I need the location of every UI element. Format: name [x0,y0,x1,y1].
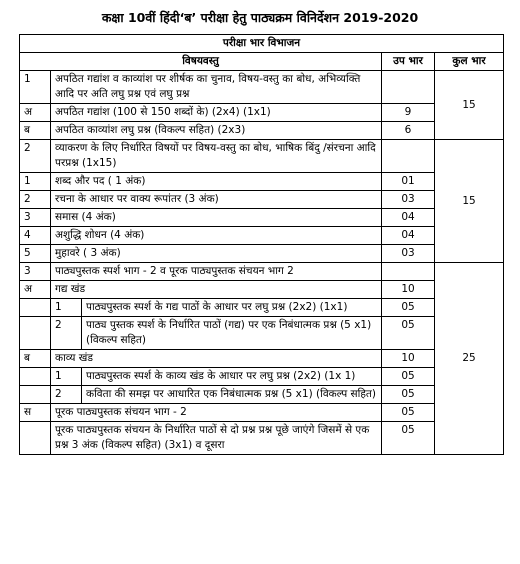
sub-marks-cell [381,262,435,281]
total-marks-cell: 15 [433,70,505,140]
row-label: 4 [19,226,51,245]
row-text: रचना के आधार पर वाक्य रूपांतर (3 अंक) [50,190,382,209]
row-text: अपठित गद्यांश (100 से 150 शब्दों के) (2x… [50,103,382,122]
table-row: ब अपठित काव्यांश लघु प्रश्न (विकल्प सहित… [19,121,504,140]
syllabus-table: परीक्षा भार विभाजन विषयवस्तु उप भार कुल … [18,34,505,455]
sub-marks-cell: 03 [381,244,435,263]
row-label: 1 [50,367,82,386]
column-header-row: विषयवस्तु उप भार कुल भार [19,52,505,71]
table-row: 5 मुहावरे ( 3 अंक) 03 [19,244,504,263]
topic-header: विषयवस्तु [19,52,382,71]
total-marks-header: कुल भार [433,52,505,71]
section-number: 2 [19,139,51,173]
row-text: मुहावरे ( 3 अंक) [50,244,382,263]
row-text: कविता की समझ पर आधारित एक निबंधात्मक प्र… [81,385,382,404]
empty-cell [19,367,51,386]
row-text: पाठ्यपुस्तक स्पर्श के काव्य खंड के आधार … [81,367,382,386]
sub-marks-cell: 01 [381,172,435,191]
section-number: 1 [19,70,51,104]
section-header: परीक्षा भार विभाजन [18,34,505,53]
section-description: पाठ्यपुस्तक स्पर्श भाग - 2 व पूरक पाठ्यप… [50,262,382,281]
row-label: ब [19,349,51,368]
sub-marks-cell: 03 [381,190,435,209]
total-marks-cell: 25 [433,262,505,455]
row-text: पाठ्य पुस्तक स्पर्श के निर्धारित पाठों (… [81,316,382,350]
table-row: ब काव्य खंड 10 [19,349,504,368]
sub-marks-cell: 05 [381,316,435,350]
row-text: पाठ्यपुस्तक स्पर्श के गद्य पाठों के आधार… [81,298,382,317]
row-text: शब्द और पद ( 1 अंक) [50,172,382,191]
table-row: 2 कविता की समझ पर आधारित एक निबंधात्मक प… [19,385,504,404]
row-label: स [19,403,51,422]
sub-marks-cell: 05 [381,367,435,386]
sub-marks-cell: 10 [381,349,435,368]
row-label: 2 [50,385,82,404]
row-label: ब [19,121,51,140]
empty-cell [19,298,51,317]
sub-marks-cell: 04 [381,208,435,227]
group-title: पूरक पाठ्यपुस्तक संचयन भाग - 2 [50,403,382,422]
sub-marks-cell [381,70,435,104]
row-label: 3 [19,208,51,227]
row-label: 1 [19,172,51,191]
table-row: 3 पाठ्यपुस्तक स्पर्श भाग - 2 व पूरक पाठ्… [19,262,505,455]
table-row: 1 पाठ्यपुस्तक स्पर्श के काव्य खंड के आधा… [19,367,504,386]
row-label: 1 [50,298,82,317]
row-label: 2 [19,190,51,209]
sub-marks-cell: 05 [381,403,435,422]
sub-marks-cell: 6 [381,121,435,140]
sub-marks-cell: 05 [381,298,435,317]
total-marks-cell: 15 [433,139,505,263]
table-row: 3 समास (4 अंक) 04 [19,208,504,227]
table-row: 4 अशुद्धि शोधन (4 अंक) 04 [19,226,504,245]
sub-marks-header: उप भार [381,52,435,71]
section-number: 3 [19,262,51,281]
sub-marks-cell: 04 [381,226,435,245]
sub-marks-cell: 05 [381,421,435,455]
table-row: 1 पाठ्यपुस्तक स्पर्श के गद्य पाठों के आध… [19,298,504,317]
empty-cell [19,385,51,404]
section-description: व्याकरण के लिए निर्धारित विषयों पर विषय-… [50,139,382,173]
table-row: 1 शब्द और पद ( 1 अंक) 01 [19,172,504,191]
group-title: गद्य खंड [50,280,382,299]
group-title: काव्य खंड [50,349,382,368]
sub-marks-cell: 10 [381,280,435,299]
table-row: 2 पाठ्य पुस्तक स्पर्श के निर्धारित पाठों… [19,316,504,350]
sub-marks-cell: 05 [381,385,435,404]
row-text: समास (4 अंक) [50,208,382,227]
table-row: पूरक पाठ्यपुस्तक संचयन के निर्धारित पाठो… [19,421,504,455]
row-text: पूरक पाठ्यपुस्तक संचयन के निर्धारित पाठो… [50,421,382,455]
sub-marks-cell: 9 [381,103,435,122]
empty-cell [19,316,51,350]
row-label: अ [19,103,51,122]
row-label: 5 [19,244,51,263]
table-row: 1 अपठित गद्यांश व काव्यांश पर शीर्षक का … [19,70,505,140]
section-description: अपठित गद्यांश व काव्यांश पर शीर्षक का चु… [50,70,382,104]
row-label: 2 [50,316,82,350]
table-row: 2 रचना के आधार पर वाक्य रूपांतर (3 अंक) … [19,190,504,209]
row-text: अपठित काव्यांश लघु प्रश्न (विकल्प सहित) … [50,121,382,140]
sub-marks-cell [381,139,435,173]
page-title: कक्षा 10वीं हिंदी‘ब’ परीक्षा हेतु पाठ्यक… [101,10,419,25]
table-row: स पूरक पाठ्यपुस्तक संचयन भाग - 2 05 [19,403,504,422]
table-row: अ अपठित गद्यांश (100 से 150 शब्दों के) (… [19,103,504,122]
row-label: अ [19,280,51,299]
row-label [19,421,51,455]
table-row: 2 व्याकरण के लिए निर्धारित विषयों पर विष… [19,139,505,263]
table-row: अ गद्य खंड 10 [19,280,504,299]
section-header-row: परीक्षा भार विभाजन [18,34,505,53]
row-text: अशुद्धि शोधन (4 अंक) [50,226,382,245]
